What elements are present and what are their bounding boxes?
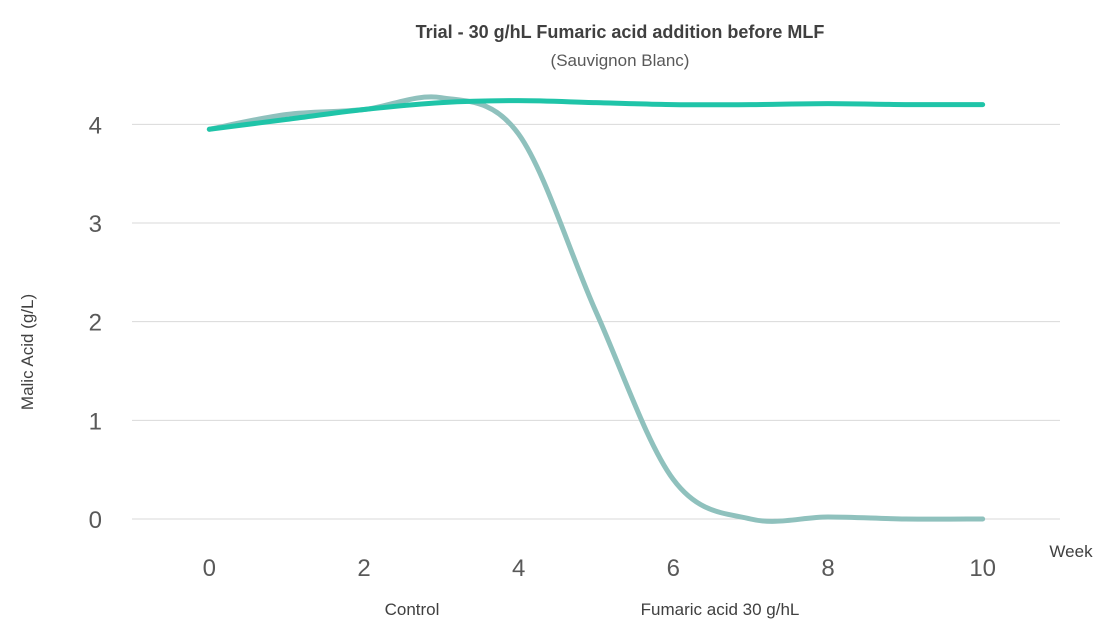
- chart-subtitle: (Sauvignon Blanc): [551, 51, 690, 70]
- gridlines: [132, 123, 1060, 520]
- x-tick-label: 6: [667, 555, 680, 582]
- y-tick-label: 4: [89, 112, 102, 139]
- x-tick-label: 0: [203, 555, 216, 582]
- y-tick-label: 2: [89, 310, 102, 337]
- y-tick-label: 1: [89, 408, 102, 435]
- y-tick-label: 3: [89, 211, 102, 238]
- y-axis-label: Malic Acid (g/L): [18, 294, 37, 410]
- x-tick-label: 4: [512, 555, 525, 582]
- series-line-fumaric: [206, 98, 986, 132]
- series-lines: [206, 94, 986, 524]
- legend-label-fumaric: Fumaric acid 30 g/hL: [641, 600, 800, 619]
- chart-title: Trial - 30 g/hL Fumaric acid addition be…: [416, 22, 825, 42]
- x-axis-label: Week: [1049, 542, 1093, 561]
- y-axis-ticks: 0 1 2 3 4: [89, 112, 102, 534]
- y-tick-label: 0: [89, 507, 102, 534]
- x-tick-label: 10: [969, 555, 996, 582]
- legend-label-control: Control: [385, 600, 440, 619]
- series-line-control: [206, 94, 986, 524]
- x-tick-label: 2: [357, 555, 370, 582]
- x-tick-label: 8: [821, 555, 834, 582]
- x-axis-ticks: 0 2 4 6 8 10: [203, 555, 996, 582]
